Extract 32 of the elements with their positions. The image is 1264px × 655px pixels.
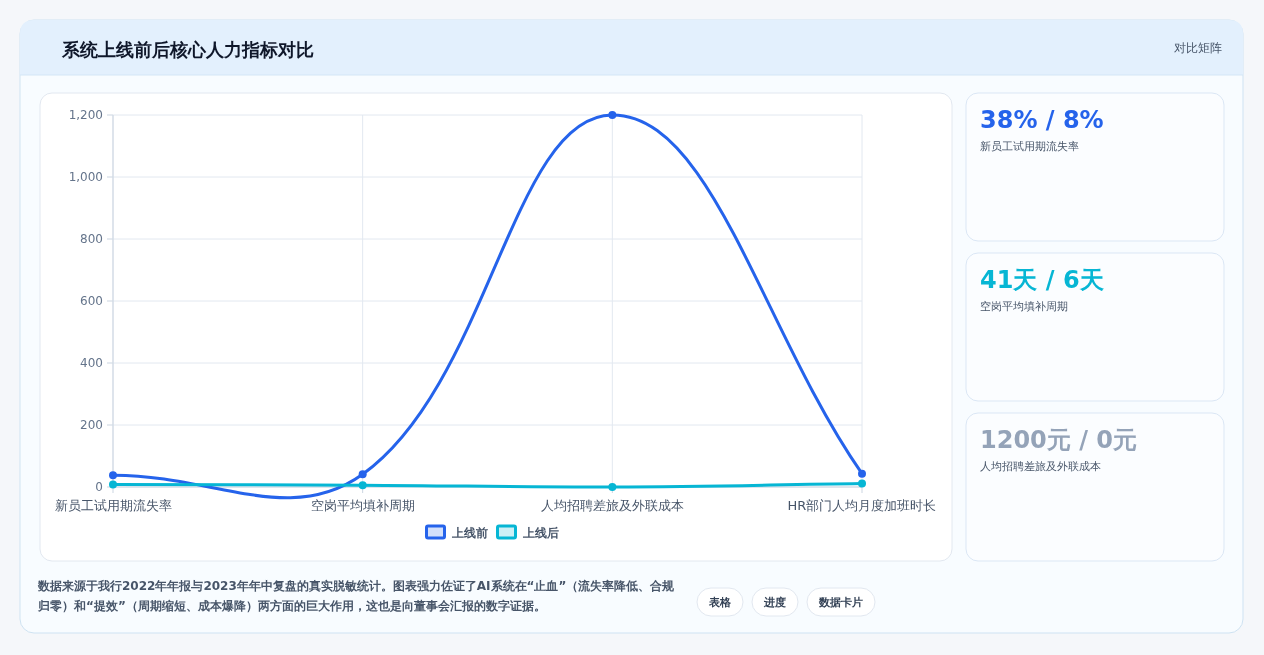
point [858,469,866,478]
point [358,481,367,490]
x-tick-label: 人均招聘差旅及外联成本 [540,498,684,513]
x-tick-label: 空岗平均填补周期 [310,498,415,513]
text: 进度 [763,596,786,609]
y-tick-label: 800 [80,232,103,246]
text: 41天 / 6天 [980,266,1104,294]
point [109,471,117,480]
legend-label: 上线后 [521,525,559,540]
text: 空岗平均填补周期 [980,300,1068,313]
text: 数据卡片 [818,596,863,609]
text: 1200元 / 0元 [980,426,1137,454]
point [608,111,617,119]
y-tick-label: 0 [95,480,103,494]
text: 表格 [708,596,732,609]
text: 新员工试用期流失率 [980,140,1079,153]
x-tick-label: 新员工试用期流失率 [54,498,172,513]
point [358,470,367,479]
y-tick-label: 200 [80,418,103,432]
text: 对比矩阵 [1174,41,1222,55]
y-tick-label: 1,000 [68,170,103,184]
text: 数据来源于我行2022年年报与2023年年中复盘的真实脱敏统计。图表强力佐证了AI系统在“止血”（流失率降低、合规归零）和“提效”（周期缩短、成本爆降）两方面的巨大作用，这也是向董事会汇报的数字证据。 [37,579,676,613]
y-tick-label: 1,200 [68,108,103,122]
y-tick-label: 600 [80,294,103,308]
text: 38% / 8% [980,106,1104,134]
point [858,479,866,488]
chart-title: 系统上线前后核心人力指标对比 [61,39,314,60]
x-tick-label: HR部门人均月度加班时长 [787,498,937,513]
legend-label: 上线前 [450,525,488,540]
y-tick-label: 400 [80,356,103,370]
point [608,483,617,491]
text: 人均招聘差旅及外联成本 [980,460,1101,473]
